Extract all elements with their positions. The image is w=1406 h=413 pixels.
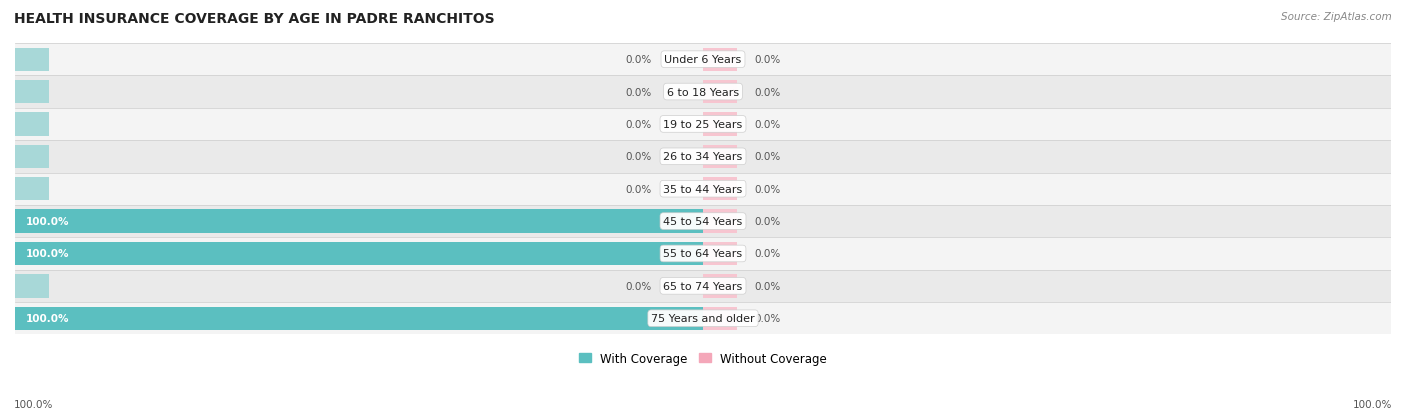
- Text: 0.0%: 0.0%: [755, 184, 780, 194]
- Bar: [703, 113, 737, 136]
- Text: 35 to 44 Years: 35 to 44 Years: [664, 184, 742, 194]
- Bar: [15, 44, 1391, 76]
- Bar: [15, 76, 1391, 109]
- Bar: [15, 141, 1391, 173]
- Text: HEALTH INSURANCE COVERAGE BY AGE IN PADRE RANCHITOS: HEALTH INSURANCE COVERAGE BY AGE IN PADR…: [14, 12, 495, 26]
- Bar: [15, 242, 703, 266]
- Bar: [703, 210, 737, 233]
- Text: 0.0%: 0.0%: [755, 87, 780, 97]
- Text: 6 to 18 Years: 6 to 18 Years: [666, 87, 740, 97]
- Text: Source: ZipAtlas.com: Source: ZipAtlas.com: [1281, 12, 1392, 22]
- Text: 0.0%: 0.0%: [755, 120, 780, 130]
- Text: 26 to 34 Years: 26 to 34 Years: [664, 152, 742, 162]
- Text: 65 to 74 Years: 65 to 74 Years: [664, 281, 742, 291]
- Text: Under 6 Years: Under 6 Years: [665, 55, 741, 65]
- Bar: [703, 48, 737, 72]
- Bar: [15, 109, 1391, 141]
- Text: 0.0%: 0.0%: [755, 249, 780, 259]
- Text: 0.0%: 0.0%: [626, 184, 651, 194]
- Bar: [15, 113, 49, 136]
- Bar: [15, 145, 49, 169]
- Text: 100.0%: 100.0%: [25, 249, 69, 259]
- Text: 45 to 54 Years: 45 to 54 Years: [664, 216, 742, 227]
- Bar: [703, 178, 737, 201]
- Text: 0.0%: 0.0%: [626, 281, 651, 291]
- Bar: [703, 81, 737, 104]
- Text: 100.0%: 100.0%: [25, 313, 69, 323]
- Text: 0.0%: 0.0%: [626, 120, 651, 130]
- Text: 75 Years and older: 75 Years and older: [651, 313, 755, 323]
- Bar: [15, 302, 1391, 335]
- Text: 100.0%: 100.0%: [14, 399, 53, 409]
- Bar: [15, 210, 703, 233]
- Bar: [703, 275, 737, 298]
- Text: 100.0%: 100.0%: [25, 216, 69, 227]
- Bar: [15, 173, 1391, 205]
- Bar: [15, 48, 49, 72]
- Text: 19 to 25 Years: 19 to 25 Years: [664, 120, 742, 130]
- Bar: [703, 145, 737, 169]
- Text: 55 to 64 Years: 55 to 64 Years: [664, 249, 742, 259]
- Bar: [15, 205, 1391, 238]
- Bar: [703, 242, 737, 266]
- Legend: With Coverage, Without Coverage: With Coverage, Without Coverage: [574, 347, 832, 370]
- Text: 0.0%: 0.0%: [755, 313, 780, 323]
- Text: 0.0%: 0.0%: [626, 152, 651, 162]
- Bar: [15, 270, 1391, 302]
- Bar: [15, 275, 49, 298]
- Text: 0.0%: 0.0%: [755, 152, 780, 162]
- Text: 100.0%: 100.0%: [1353, 399, 1392, 409]
- Text: 0.0%: 0.0%: [626, 87, 651, 97]
- Bar: [15, 178, 49, 201]
- Bar: [15, 238, 1391, 270]
- Text: 0.0%: 0.0%: [755, 281, 780, 291]
- Bar: [15, 307, 703, 330]
- Text: 0.0%: 0.0%: [626, 55, 651, 65]
- Bar: [703, 307, 737, 330]
- Text: 0.0%: 0.0%: [755, 216, 780, 227]
- Text: 0.0%: 0.0%: [755, 55, 780, 65]
- Bar: [15, 81, 49, 104]
